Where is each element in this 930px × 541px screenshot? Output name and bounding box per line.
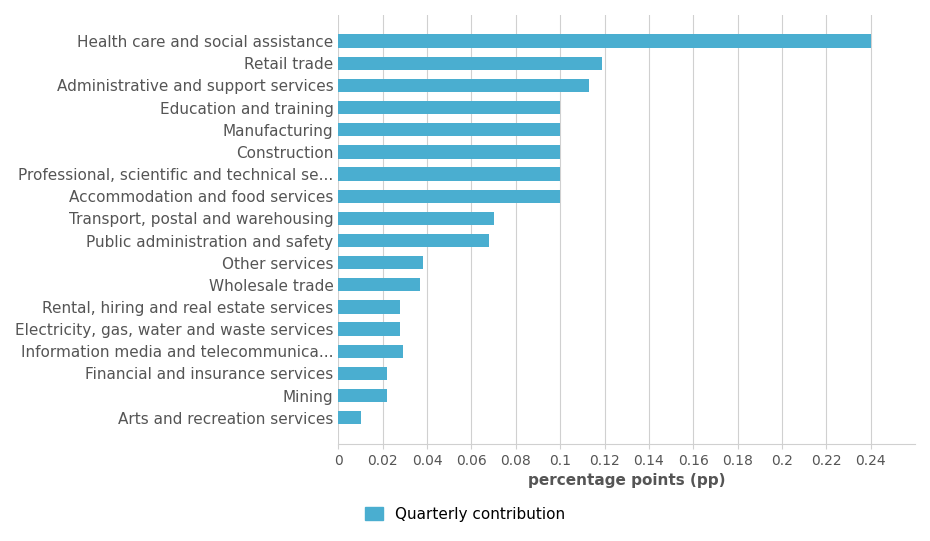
Bar [339,234,489,247]
Bar [339,167,560,181]
Bar [339,101,560,114]
Bar [339,345,403,358]
Bar [339,389,387,402]
Bar [339,256,422,269]
Legend: Quarterly contribution: Quarterly contribution [359,500,571,528]
Bar [339,212,494,225]
Bar [339,145,560,159]
Bar [339,367,387,380]
Bar [339,189,560,203]
Bar [339,123,560,136]
Bar [339,57,603,70]
Bar [339,322,401,336]
Bar [339,79,589,92]
Bar [339,35,870,48]
X-axis label: percentage points (pp): percentage points (pp) [528,473,725,488]
Bar [339,300,401,314]
Bar [339,278,420,292]
Bar [339,411,361,424]
